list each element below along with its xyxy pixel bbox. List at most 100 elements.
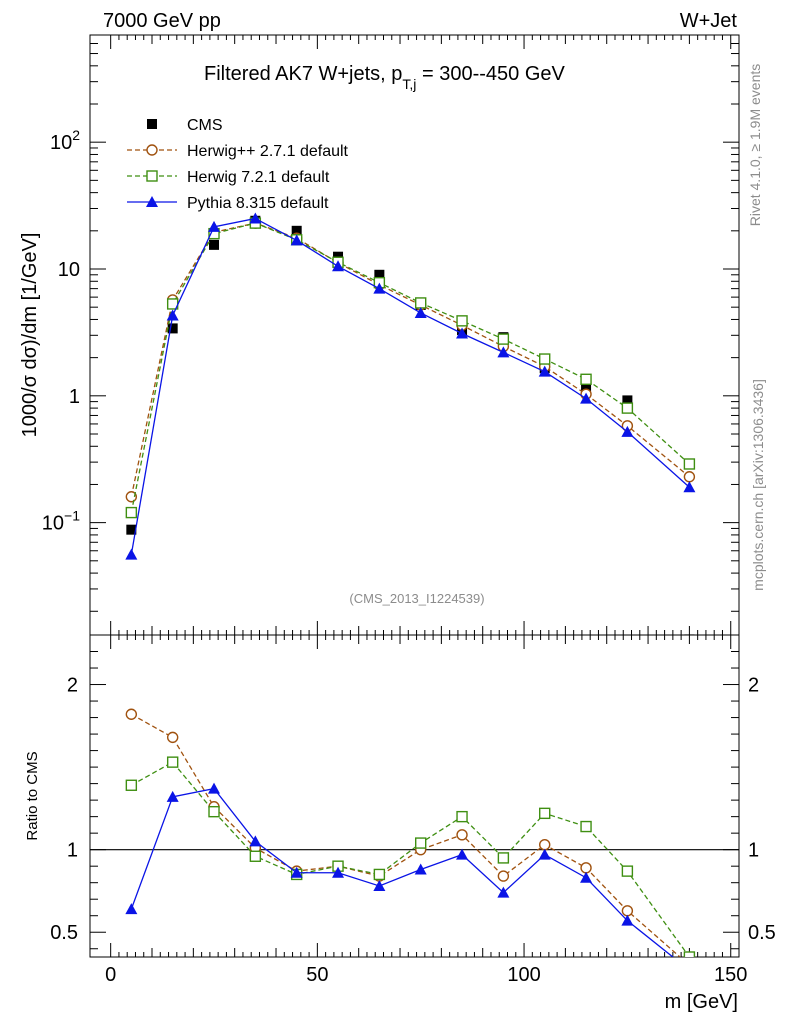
ratio-y-tick-label: 1 [67,840,78,862]
mcplots-label: mcplots.cern.ch [arXiv:1306.3436] [750,379,766,591]
ratio-point-pythia-8-315-default [249,835,262,847]
ratio-point-herwig-2-7-1-default [684,960,694,970]
ratio-y-tick-label-right: 2 [748,675,759,697]
main-point-herwig-7-2-1-default [580,373,592,385]
ratio-line-herwig-2-7-1-default [131,713,681,957]
ratio-point-pythia-8-315-default [683,964,695,975]
main-point-herwig-7-2-1-default [125,506,138,519]
ratio-point-herwig-7-2-1-default [621,865,634,877]
ratio-y-tick-label-right: 0.5 [748,922,776,944]
ratio-point-herwig-2-7-1-default [497,870,510,882]
x-tick-label: 150 [714,964,747,986]
main-point-herwig-7-2-1-default [683,458,696,470]
ratio-point-herwig-7-2-1-default [497,852,510,864]
main-line-herwig-7-2-1-default [130,222,690,513]
main-line-herwig-2-7-1-default [130,222,690,497]
main-point-cms [126,524,137,535]
main-point-herwig-2-7-1-default [125,491,138,503]
header-left-label: 7000 GeV pp [103,10,221,32]
ratio-point-pythia-8-315-default [290,866,303,878]
ratio-line-pythia-8-315-default [130,787,674,957]
main-point-herwig-7-2-1-default [415,297,427,309]
ratio-point-herwig-2-7-1-default [125,708,138,720]
header-right-label: W+Jet [680,10,738,32]
main-point-pythia-8-315-default [166,309,179,321]
ratio-series-group [125,708,696,975]
main-point-pythia-8-315-default [208,220,221,232]
legend-marker [146,144,158,156]
main-point-herwig-2-7-1-default [683,471,696,483]
main-point-pythia-8-315-default [373,282,386,294]
ratio-point-pythia-8-315-default [373,879,386,891]
x-tick-label: 100 [507,964,540,986]
main-series-group [125,212,696,635]
ratio-point-pythia-8-315-default [456,848,469,860]
main-point-cms [581,383,592,394]
main-point-cms [167,323,178,334]
ratio-point-herwig-7-2-1-default [125,779,138,791]
main-point-pythia-8-315-default [580,392,593,404]
legend-label: Herwig++ 2.7.1 default [187,143,349,160]
legend-label: Herwig 7.2.1 default [187,169,330,186]
ratio-point-pythia-8-315-default [621,914,634,926]
ratio-point-pythia-8-315-default [414,863,427,875]
analysis-tag: (CMS_2013_I1224539) [349,591,484,606]
main-point-pythia-8-315-default [125,548,138,560]
main-point-cms [374,269,385,280]
ratio-point-herwig-2-7-1-default [621,905,634,917]
y-tick-label: 102 [50,127,80,154]
main-point-pythia-8-315-default [290,234,303,246]
main-point-cms [684,634,695,635]
main-point-pythia-8-315-default [538,365,551,377]
ratio-point-pythia-8-315-default [497,886,510,898]
y-tick-label: 1 [69,386,80,408]
ratio-point-pythia-8-315-default [538,848,551,860]
main-y-axis-label: 1000/σ dσ)/dm [1/GeV] [19,233,41,438]
main-point-cms [622,395,633,406]
main-point-cms [209,239,220,250]
ratio-point-herwig-7-2-1-default [539,807,551,820]
legend-marker [146,196,158,207]
ratio-plot-frame [89,634,740,958]
rivet-version-label: Rivet 4.1.0, ≥ 1.9M events [747,64,763,227]
x-tick-label: 50 [306,964,328,986]
ratio-point-herwig-7-2-1-default [580,820,592,833]
ratio-point-pythia-8-315-default [208,782,221,794]
main-point-pythia-8-315-default [497,346,510,358]
legend-marker [147,119,157,129]
main-point-herwig-7-2-1-default [539,353,551,365]
main-line-pythia-8-315-default [130,217,690,555]
legend-label: Pythia 8.315 default [187,195,329,212]
ratio-point-pythia-8-315-default [125,903,138,915]
ratio-y-tick-label: 0.5 [50,922,78,944]
ratio-point-herwig-2-7-1-default [580,862,592,874]
x-axis-label: m [GeV] [665,991,738,1013]
main-point-pythia-8-315-default [414,306,427,318]
main-point-herwig-7-2-1-default [497,333,510,345]
main-point-pythia-8-315-default [249,212,262,224]
ratio-point-herwig-7-2-1-default [456,810,468,823]
main-point-pythia-8-315-default [332,260,345,272]
ratio-point-pythia-8-315-default [580,871,593,883]
y-tick-label: 10−1 [42,508,80,535]
ratio-point-herwig-2-7-1-default [456,829,468,841]
ratio-point-herwig-7-2-1-default [249,850,262,862]
legend-label: CMS [187,117,223,134]
ratio-point-herwig-7-2-1-default [683,951,696,957]
main-point-herwig-7-2-1-default [456,315,468,327]
ratio-point-herwig-7-2-1-default [166,756,179,768]
ratio-line-herwig-7-2-1-default [131,761,690,957]
ratio-point-herwig-7-2-1-default [208,805,220,818]
ratio-point-herwig-7-2-1-default [415,837,427,849]
ratio-point-pythia-8-315-default [166,790,179,802]
ratio-y-axis-label: Ratio to CMS [24,751,41,840]
ratio-point-herwig-7-2-1-default [373,868,386,881]
ratio-y-tick-label: 2 [67,675,78,697]
ratio-y-tick-label-right: 1 [748,840,759,862]
main-point-cms [291,225,302,236]
plot-title: Filtered AK7 W+jets, pT,j = 300--450 GeV [204,63,566,92]
legend-marker [146,170,158,182]
main-point-herwig-7-2-1-default [621,402,634,414]
main-point-pythia-8-315-default [621,425,634,437]
